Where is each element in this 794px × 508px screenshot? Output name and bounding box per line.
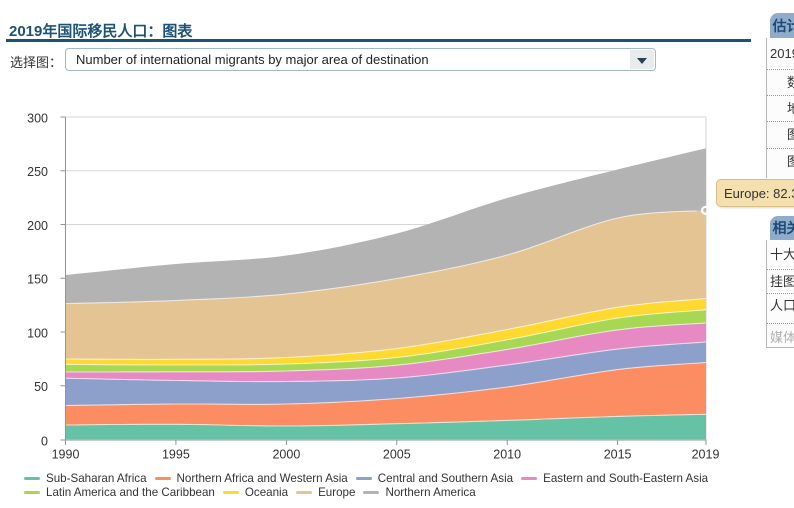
svg-text:0: 0 xyxy=(41,435,48,449)
svg-text:200: 200 xyxy=(27,219,48,233)
svg-text:2019: 2019 xyxy=(692,448,720,462)
svg-text:1995: 1995 xyxy=(162,448,190,462)
svg-text:2010: 2010 xyxy=(493,448,521,462)
svg-text:2000: 2000 xyxy=(272,448,300,462)
svg-text:250: 250 xyxy=(27,165,48,179)
svg-text:300: 300 xyxy=(27,112,48,126)
svg-text:50: 50 xyxy=(34,380,48,394)
svg-text:1990: 1990 xyxy=(52,448,80,462)
svg-text:2015: 2015 xyxy=(604,448,632,462)
svg-text:150: 150 xyxy=(27,273,48,287)
svg-text:2005: 2005 xyxy=(383,448,411,462)
svg-text:100: 100 xyxy=(27,327,48,341)
